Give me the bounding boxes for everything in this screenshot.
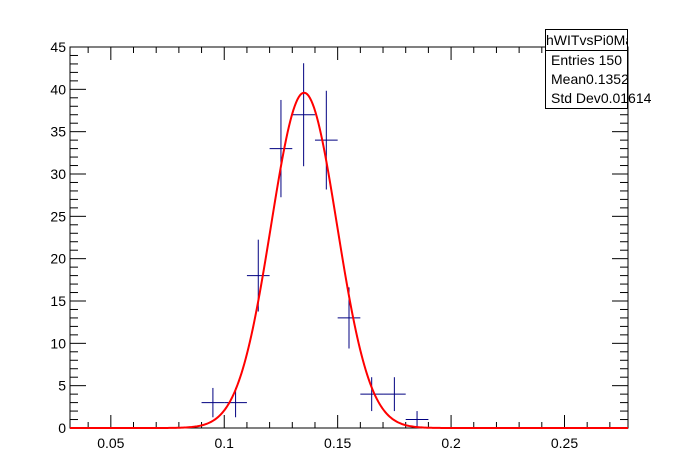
y-tick-label: 20 (50, 251, 66, 267)
stats-label: Entries (551, 52, 595, 68)
data-point (405, 411, 429, 428)
data-point (292, 63, 315, 167)
y-tick-label: 10 (50, 335, 66, 351)
stats-box: hWITvsPi0Mass_px Entries 150 Mean 0.1352… (545, 29, 651, 109)
x-tick-label: 0.1 (215, 435, 235, 451)
y-tick-label: 40 (50, 81, 66, 97)
stats-box-title: hWITvsPi0Mass_px (546, 30, 627, 51)
stats-value: 0.1352 (586, 71, 629, 87)
data-point (383, 377, 406, 412)
stats-value: 0.01614 (600, 90, 652, 106)
stats-label: Std Dev (551, 90, 601, 106)
data-point (360, 377, 384, 412)
x-tick-label: 0.2 (441, 435, 461, 451)
x-tick-label: 0.15 (324, 435, 351, 451)
y-tick-label: 35 (50, 124, 66, 140)
stats-row-entries: Entries 150 (546, 51, 627, 70)
y-tick-label: 0 (58, 420, 66, 436)
stats-row-mean: Mean 0.1352 (546, 70, 629, 89)
stats-row-stddev: Std Dev 0.01614 (546, 89, 651, 108)
data-point (224, 387, 247, 418)
x-tick-label: 0.25 (551, 435, 578, 451)
data-point (314, 90, 338, 190)
y-tick-label: 5 (58, 378, 66, 394)
stats-value: 150 (598, 52, 622, 68)
data-point (269, 99, 293, 198)
data-point (201, 387, 225, 418)
y-tick-label: 45 (50, 39, 66, 55)
y-tick-label: 15 (50, 293, 66, 309)
gaussian-fit-curve (70, 91, 628, 429)
y-tick-label: 25 (50, 208, 66, 224)
data-points (201, 63, 429, 428)
x-tick-label: 0.05 (97, 435, 124, 451)
axis-tick-labels: 0.05 0.1 0.15 0.2 0.25 0 5 10 15 20 25 30 35 40 45 (50, 39, 578, 451)
stats-label: Mean (551, 71, 587, 87)
y-tick-label: 30 (50, 166, 66, 182)
plot-frame (69, 46, 629, 429)
